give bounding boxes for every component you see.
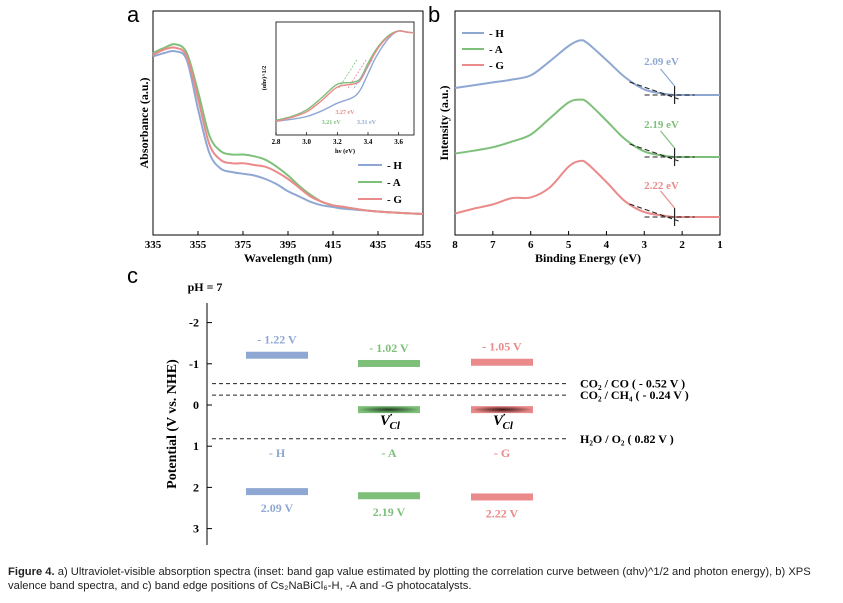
series-line-a (152, 46, 424, 215)
inset-y-label: (αhν)^1/2 (261, 66, 268, 91)
x-axis-label-b: Binding Energy (eV) (535, 251, 641, 265)
x-tick-label-a: 375 (235, 239, 252, 251)
cb-bar (358, 359, 420, 367)
plot-frame-b (454, 10, 721, 236)
figure-4: a b c 335 355 375 395 415 435 455 Wavelength (… (127, 2, 723, 545)
x-tick-label-b: 6 (528, 239, 534, 251)
series-line-a (152, 49, 424, 215)
inset-a: 2.8 3.0 3.2 3.4 3.6 hν (eV) (αhν)^1/2 3.21 e… (261, 21, 415, 155)
x-tick-label-b: 7 (490, 239, 496, 251)
y-tick-label-c: -2 (189, 316, 199, 330)
inset-x-label: hν (eV) (335, 148, 355, 155)
caption-prefix: Figure 4. (8, 566, 55, 578)
panel-b: 8 7 6 5 4 3 2 1 Binding Energy (eV) Intensity (… (437, 10, 723, 265)
x-tick-label-a: 355 (190, 239, 207, 251)
category-label: - H (269, 446, 286, 460)
reference-label: CO₂ / CO ( - 0.52 V ) (580, 377, 685, 391)
category-label: - A (382, 446, 397, 460)
reference-label: H₂O / O₂ ( 0.82 V ) (580, 432, 674, 446)
defect-label: V· Cl (380, 410, 401, 432)
x-tick-label-b: 2 (679, 239, 685, 251)
y-axis-label-a: Absorbance (a.u.) (137, 77, 151, 168)
series-line-b (454, 98, 720, 159)
annotation-arrow (660, 68, 676, 87)
x-tick-label-a: 395 (280, 239, 297, 251)
defect-label: V· Cl (493, 410, 514, 432)
inset-annotation: 3.21 eV (322, 120, 342, 126)
inset-annotation: 3.27 eV (336, 110, 356, 116)
y-tick-label-c: -1 (189, 357, 199, 371)
category-label: - G (494, 446, 510, 460)
inset-annotation: 3.31 eV (357, 120, 377, 126)
panel-a: 335 355 375 395 415 435 455 Wavelength (nm) Ab… (137, 10, 432, 265)
inset-x-tick-label: 3.0 (302, 138, 311, 146)
legend-label-a: - G (387, 194, 402, 206)
x-tick-label-b: 4 (604, 239, 610, 251)
cb-label: - 1.22 V (257, 333, 297, 347)
vb-bar (471, 493, 533, 501)
panel-c: pH = 7 Potential (V vs. NHE) -2 -1 0 1 2 3 CO… (165, 280, 689, 545)
x-tick-label-b: 1 (717, 239, 723, 251)
reference-label: CO₂ / CH₄ ( - 0.24 V ) (580, 388, 689, 402)
inset-x-tick-label: 3.4 (364, 138, 373, 146)
y-tick-label-c: 2 (193, 480, 199, 494)
band-edge-annotation: 2.22 eV (644, 180, 679, 192)
tangent-dash (629, 81, 679, 100)
vb-bar (358, 492, 420, 500)
cb-bar (246, 351, 308, 359)
panel-label-b: b (428, 2, 440, 27)
y-tick-label-c: 0 (193, 398, 199, 412)
legend-label-b: - A (489, 44, 503, 56)
inset-x-tick-label: 2.8 (272, 138, 281, 146)
panel-label-c: c (127, 263, 138, 288)
defect-level-bar (471, 406, 533, 414)
x-tick-label-b: 8 (452, 239, 458, 251)
vb-label: 2.09 V (261, 501, 294, 515)
figure-caption: Figure 4. a) Ultraviolet-visible absorpt… (8, 565, 836, 593)
cb-label: - 1.02 V (369, 341, 409, 355)
y-tick-label-c: 3 (193, 522, 199, 536)
band-edge-annotation: 2.19 eV (644, 119, 679, 131)
x-tick-label-b: 3 (642, 239, 648, 251)
x-axis-label-a: Wavelength (nm) (244, 251, 332, 265)
tangent-dash (629, 203, 679, 222)
x-tick-label-a: 415 (325, 239, 342, 251)
vb-bar (246, 488, 308, 496)
series-line-b (454, 159, 720, 219)
band-edge-annotation: 2.09 eV (644, 56, 679, 68)
ph-label: pH = 7 (188, 280, 223, 294)
legend-label-b: - H (489, 28, 504, 40)
x-tick-label-b: 5 (566, 239, 572, 251)
legend-label-b: - G (489, 60, 504, 72)
vb-label: 2.19 V (373, 505, 406, 519)
defect-level-bar (358, 406, 420, 414)
legend-label-a: - A (387, 177, 401, 189)
vb-label: 2.22 V (486, 506, 519, 520)
cb-label: - 1.05 V (482, 340, 522, 354)
tangent-dash (629, 143, 679, 162)
x-tick-label-a: 455 (415, 239, 432, 251)
inset-series-line (275, 30, 415, 122)
x-tick-label-a: 335 (145, 239, 162, 251)
inset-x-tick-label: 3.2 (333, 138, 342, 146)
y-tick-label-c: 1 (193, 439, 199, 453)
y-axis-label-b: Intensity (a.u.) (437, 85, 451, 160)
x-tick-label-a: 435 (370, 239, 387, 251)
annotation-arrow (660, 190, 676, 209)
legend-label-a: - H (387, 160, 402, 172)
annotation-arrow (660, 130, 676, 149)
cb-bar (471, 358, 533, 366)
panel-label-a: a (127, 2, 140, 27)
caption-text: a) Ultraviolet-visible absorption spectr… (8, 566, 811, 592)
inset-x-tick-label: 3.6 (394, 138, 403, 146)
y-axis-label-c: Potential (V vs. NHE) (165, 359, 180, 489)
